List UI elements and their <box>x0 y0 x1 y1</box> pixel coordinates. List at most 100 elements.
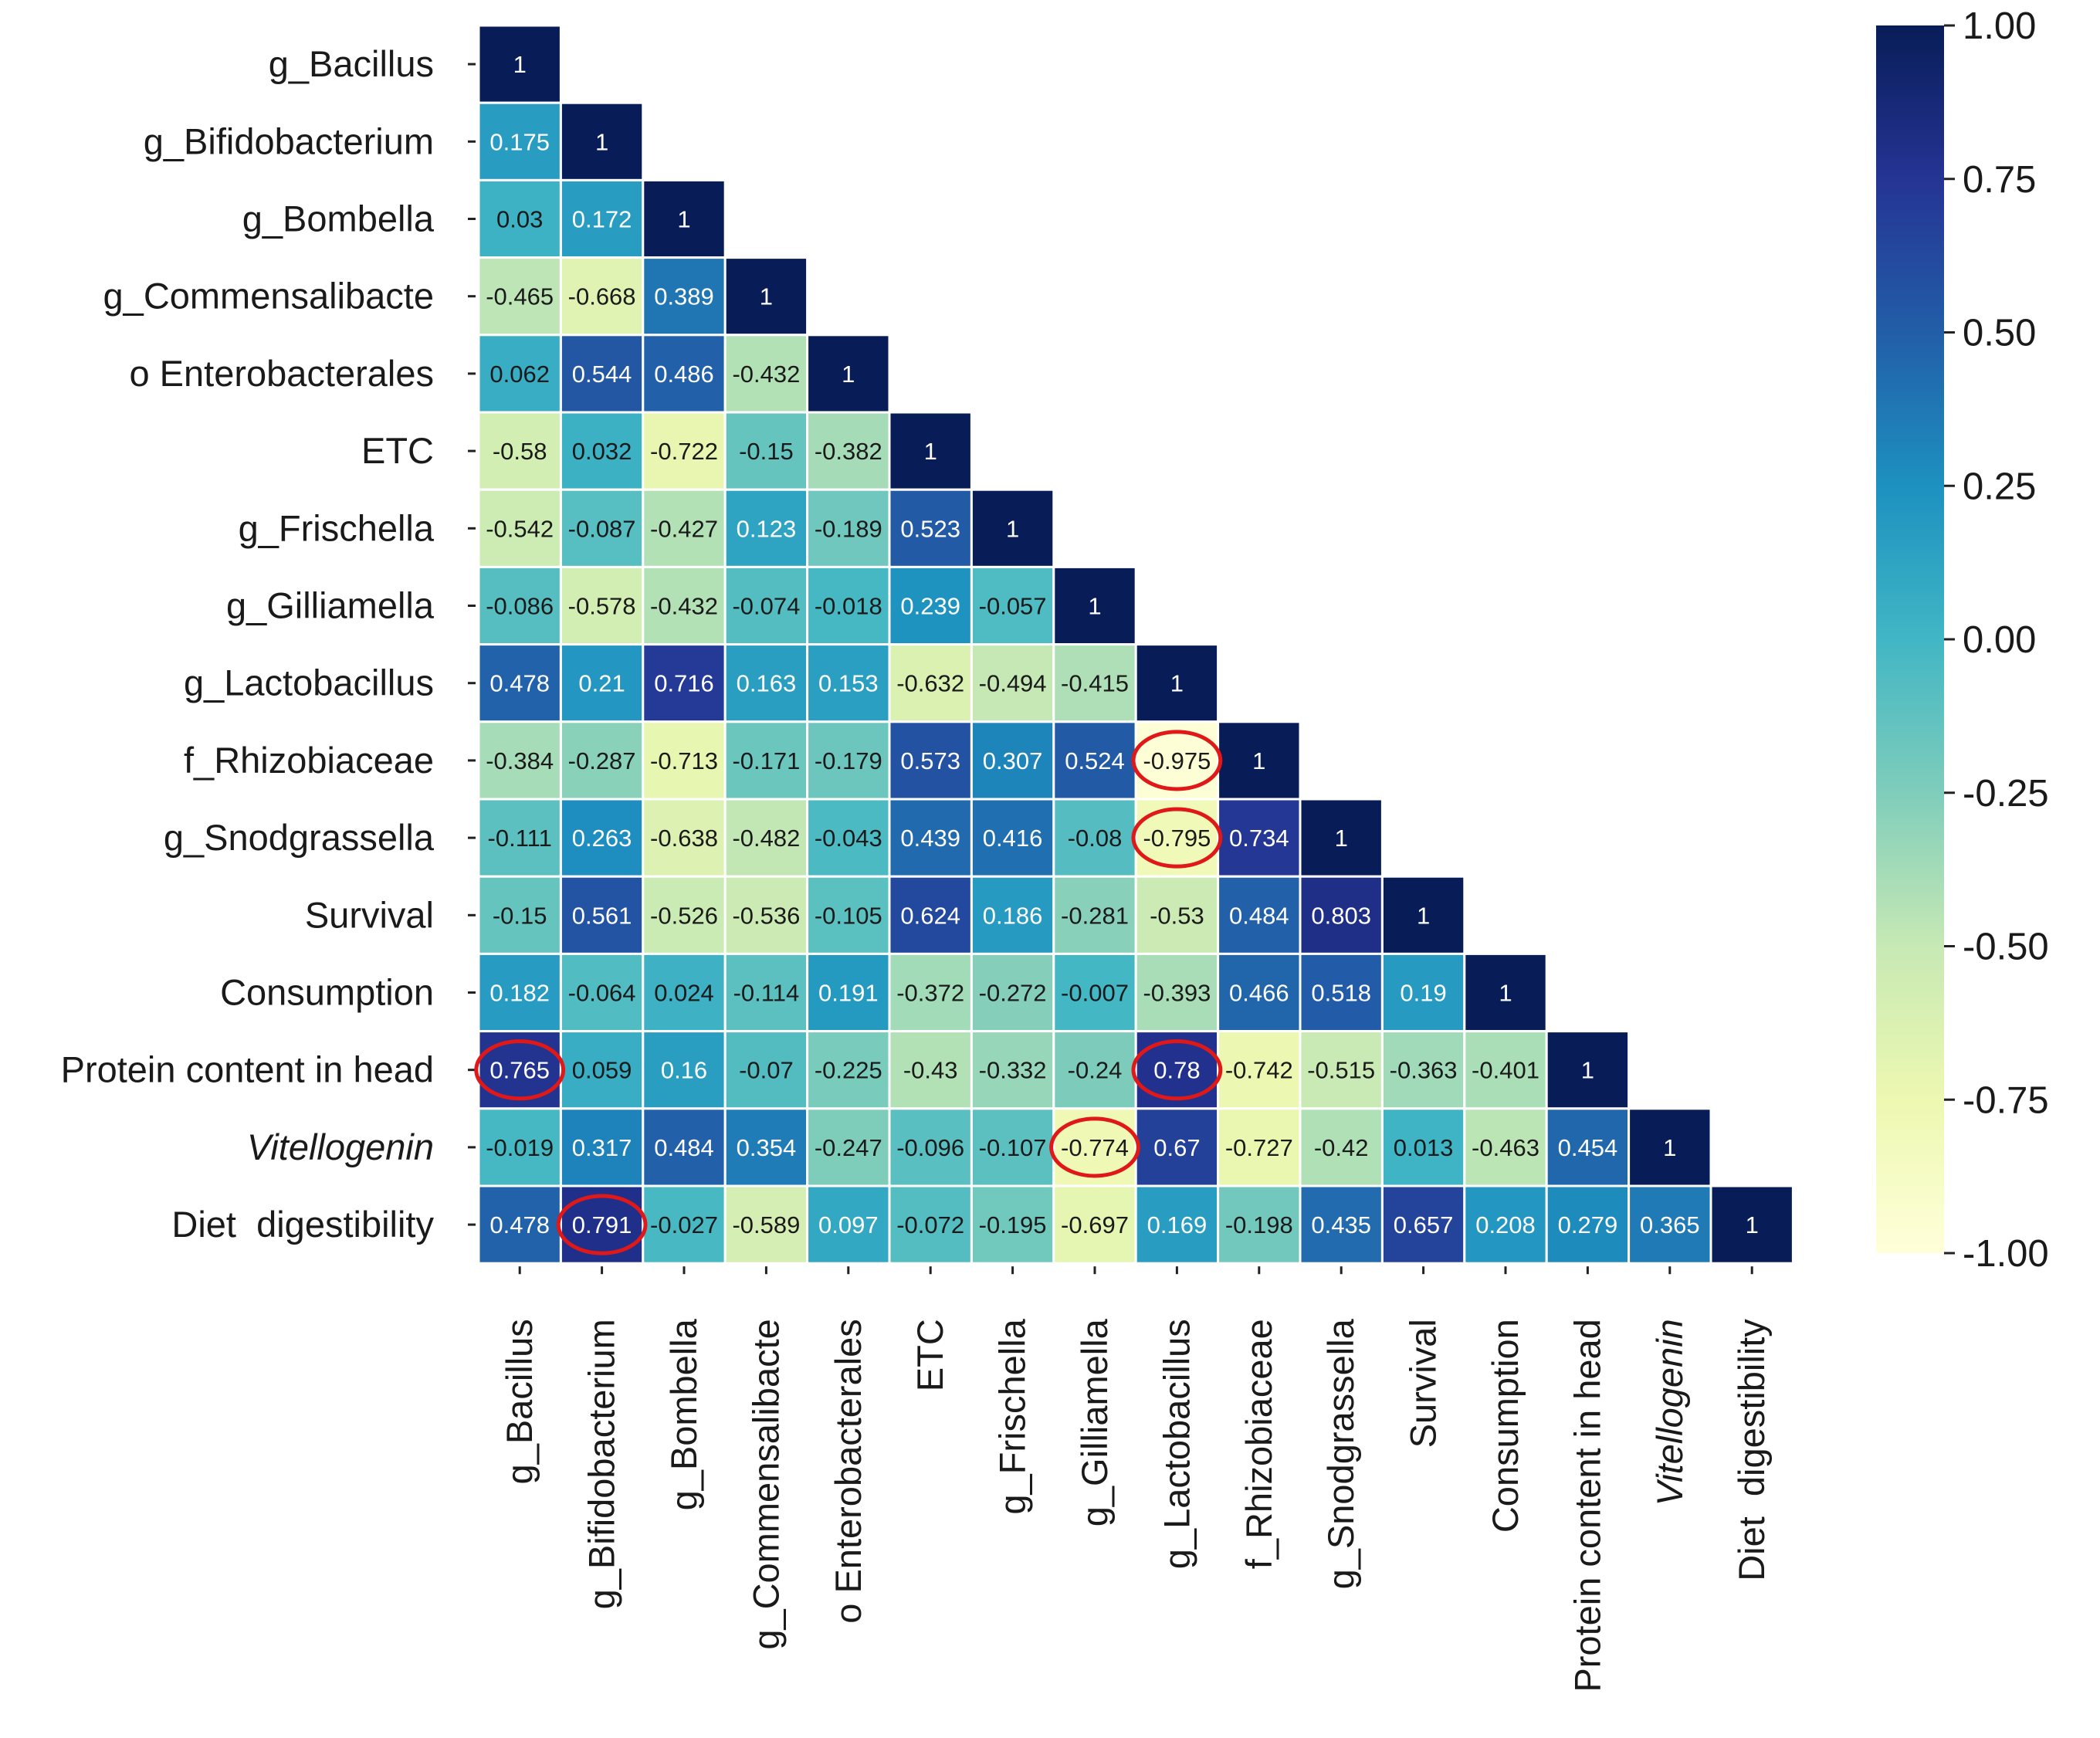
cell-value-label: 0.518 <box>1311 980 1371 1007</box>
cell-value-label: -0.225 <box>815 1057 882 1084</box>
column-label: Survival <box>1403 1319 1444 1448</box>
cell-value-label: 0.097 <box>818 1211 879 1238</box>
colorbar-tick-label: -1.00 <box>1963 1233 2049 1275</box>
heatmap-cell <box>806 411 891 491</box>
highlight-circle <box>1131 807 1223 869</box>
heatmap-cell <box>723 1030 809 1110</box>
heatmap-cell <box>642 488 727 568</box>
highlight-circle <box>1049 1116 1140 1178</box>
highlight-circle <box>474 1039 566 1101</box>
cell-value-label: 0.175 <box>489 128 550 155</box>
cell-value-label: 0.523 <box>900 515 960 542</box>
heatmap-cell <box>477 1030 562 1110</box>
row-label: f_Rhizobiaceae <box>184 740 434 781</box>
heatmap-cell <box>642 334 727 414</box>
row-label: o Enterobacterales <box>129 353 434 394</box>
heatmap-cell <box>1709 1184 1794 1265</box>
heatmap-cell <box>888 875 973 955</box>
column-label: g_Bacillus <box>499 1319 540 1484</box>
column-label: Protein content in head <box>1567 1319 1607 1692</box>
cell-value-label: 0.439 <box>900 825 960 852</box>
cell-value-label: -0.742 <box>1225 1057 1293 1084</box>
cell-value-label: 1 <box>1417 902 1430 929</box>
cell-value-label: -0.043 <box>815 825 882 852</box>
colorbar-tick-label: 0.00 <box>1963 619 2036 661</box>
colorbar-tick-label: -0.50 <box>1963 927 2049 968</box>
heatmap-cell <box>1217 798 1302 878</box>
cell-value-label: 0.486 <box>654 361 714 388</box>
cell-value-label: 0.67 <box>1153 1134 1200 1161</box>
heatmap-cell <box>1380 1184 1466 1265</box>
cell-value-label: -0.07 <box>739 1057 794 1084</box>
cell-value-label: -0.198 <box>1225 1211 1293 1238</box>
heatmap-cell <box>806 565 891 646</box>
column-label: g_Bombella <box>663 1318 704 1510</box>
heatmap-cell <box>723 488 809 568</box>
cell-value-label: 1 <box>1006 515 1019 542</box>
cell-value-label: 0.279 <box>1558 1211 1618 1238</box>
heatmap-cell <box>723 952 809 1033</box>
highlight-circles <box>474 730 1223 1255</box>
cell-value-label: -0.057 <box>979 593 1047 620</box>
cell-value-label: 0.354 <box>737 1134 797 1161</box>
heatmap-cell <box>888 565 973 646</box>
cell-value-label: -0.589 <box>732 1211 800 1238</box>
cell-value-label: 0.484 <box>654 1134 714 1161</box>
heatmap-cell <box>723 1184 809 1265</box>
cell-value-label: -0.722 <box>650 438 718 465</box>
cell-value-label: 0.059 <box>572 1057 632 1084</box>
heatmap-cell <box>806 875 891 955</box>
colorbar-tick-label: 0.50 <box>1963 313 2036 354</box>
cell-value-label: 1 <box>842 361 855 388</box>
column-label: g_Frischella <box>992 1318 1033 1514</box>
heatmap-cell <box>559 411 645 491</box>
cell-value-label: 0.524 <box>1065 747 1125 774</box>
cell-value-label: 0.466 <box>1229 980 1289 1007</box>
heatmap-cell <box>477 24 562 104</box>
highlight-circle <box>1131 1039 1223 1101</box>
cell-value-label: 0.365 <box>1640 1211 1700 1238</box>
cell-value-label: -0.42 <box>1314 1134 1369 1161</box>
heatmap-cell <box>642 720 727 801</box>
cell-value-label: 0.123 <box>737 515 797 542</box>
column-label: g_Snodgrassella <box>1320 1318 1361 1589</box>
cell-value-label: -0.401 <box>1472 1057 1539 1084</box>
cell-value-label: 0.032 <box>572 438 632 465</box>
heatmap-cell <box>1380 875 1466 955</box>
cell-value-label: -0.096 <box>896 1134 964 1161</box>
cell-value-label: 0.624 <box>900 902 960 929</box>
cell-value-label: -0.105 <box>815 902 882 929</box>
cell-value-label: 0.172 <box>572 206 632 233</box>
heatmap-cell <box>1545 1030 1631 1110</box>
cell-value-label: 0.454 <box>1558 1134 1618 1161</box>
row-label: g_Bacillus <box>269 43 434 84</box>
heatmap-cell <box>1052 565 1137 646</box>
cell-value-label: 0.169 <box>1147 1211 1208 1238</box>
colorbar-gradient <box>1876 25 1944 1253</box>
cell-value-label: -0.195 <box>979 1211 1047 1238</box>
cell-value-label: -0.019 <box>486 1134 554 1161</box>
cell-value-label: -0.432 <box>650 593 718 620</box>
cell-value-label: 1 <box>1746 1211 1759 1238</box>
cell-value-label: -0.114 <box>733 980 800 1007</box>
heatmap-cell <box>1299 798 1384 878</box>
heatmap-cell <box>477 411 562 491</box>
heatmap-cell <box>1052 1184 1137 1265</box>
heatmap-cell <box>888 643 973 723</box>
cell-value-label: -0.494 <box>979 670 1047 697</box>
heatmap-cell <box>1217 952 1302 1033</box>
row-labels: g_Bacillus g_Bifidobacterium g_Bombella g_C… <box>61 43 476 1245</box>
row-label: g_Bifidobacterium <box>144 120 434 161</box>
cell-value-label: 0.478 <box>489 1211 550 1238</box>
cell-value-label: -0.58 <box>493 438 547 465</box>
cell-value-label: 0.186 <box>983 902 1043 929</box>
cell-value-label: 0.544 <box>572 361 632 388</box>
cell-value-label: 0.024 <box>654 980 714 1007</box>
heatmap-cells: 1 0.175 1 0.03 0.172 1 -0.465 -0.668 0.389 1 0.062… <box>477 24 1794 1265</box>
heatmap-cell <box>642 178 727 259</box>
cell-value-label: -0.432 <box>732 361 800 388</box>
row-label: g_Commensalibacte <box>103 276 434 317</box>
cell-value-label: 0.657 <box>1394 1211 1454 1238</box>
cell-value-label: -0.393 <box>1143 980 1211 1007</box>
